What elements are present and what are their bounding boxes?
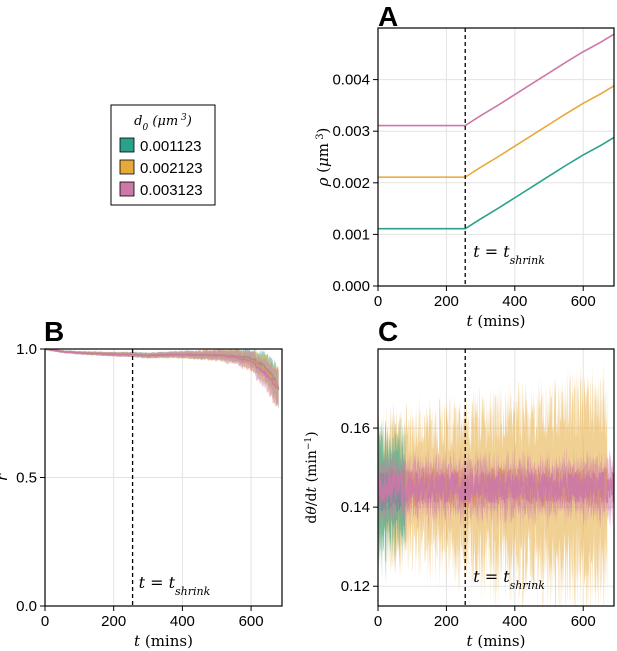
x-axis-label: t (mins) <box>467 312 526 330</box>
plot-frame <box>377 27 615 287</box>
legend-swatch-1 <box>119 137 135 153</box>
x-tick-label-3: 600 <box>571 613 596 630</box>
panel-label-c: C <box>378 316 398 347</box>
y-tick-label-0: 0.000 <box>332 278 370 295</box>
y-tick-label-0: 0.12 <box>341 578 370 595</box>
y-tick-label-4: 0.004 <box>332 72 370 89</box>
panel-label-a: A <box>378 1 398 32</box>
y-axis-label: ρ (μm 3) <box>314 128 332 188</box>
plot-area <box>378 359 614 606</box>
y-tick-label-2: 1.0 <box>16 341 37 358</box>
legend-swatch-3 <box>119 181 135 197</box>
series-line-3 <box>378 33 615 127</box>
x-tick-label-2: 400 <box>502 613 527 630</box>
legend-label-1: 0.001123 <box>140 138 201 155</box>
x-tick-label-1: 200 <box>101 613 126 630</box>
legend-swatch-2 <box>119 159 135 175</box>
x-tick-label-1: 200 <box>434 293 459 310</box>
legend-title: d0 (μm 3) <box>134 113 192 133</box>
x-tick-label-0: 0 <box>374 293 382 310</box>
legend-label-2: 0.002123 <box>140 160 203 177</box>
y-tick-label-2: 0.002 <box>332 175 370 192</box>
y-tick-label-1: 0.14 <box>341 499 370 516</box>
shrink-annotation: t = tshrink <box>473 567 545 592</box>
shrink-annotation: t = tshrink <box>473 242 545 267</box>
panel-b: 0 200 400 600 0.0 0.5 1.0 t (mins) t = tshrink r <box>0 341 283 650</box>
x-tick-label-3: 600 <box>571 293 596 310</box>
series-line-1 <box>378 136 615 230</box>
shrink-annotation: t = tshrink <box>139 573 211 598</box>
series-line-3 <box>378 471 614 504</box>
y-axis-label: r <box>0 473 11 481</box>
y-tick-label-3: 0.003 <box>332 123 370 140</box>
x-tick-label-0: 0 <box>374 613 382 630</box>
series-band-2 <box>45 349 279 406</box>
series-line-2 <box>378 85 615 178</box>
y-tick-label-1: 0.5 <box>16 470 37 487</box>
plot-frame <box>377 348 615 607</box>
legend: d0 (μm 3) 0.001123 0.002123 0.003123 <box>110 104 216 206</box>
legend-label-3: 0.003123 <box>140 182 203 199</box>
series-band-1 <box>45 349 279 408</box>
y-axis-label: dθ/dt (min−1) <box>304 431 320 523</box>
x-tick-label-0: 0 <box>41 613 49 630</box>
panel-label-b: B <box>44 316 64 347</box>
panel-a: 0 200 400 600 0.000 0.001 0.002 0.003 0.004 t (mi… <box>314 27 615 330</box>
legend-entry-2: 0.002123 <box>119 159 203 177</box>
series-line-3 <box>44 348 280 391</box>
x-axis-label: t (mins) <box>134 632 193 650</box>
x-tick-label-1: 200 <box>434 613 459 630</box>
y-tick-label-0: 0.0 <box>16 598 37 615</box>
series-band-3 <box>45 349 279 409</box>
x-tick-label-3: 600 <box>239 613 264 630</box>
y-tick-label-1: 0.001 <box>332 226 370 243</box>
y-tick-label-2: 0.16 <box>341 420 370 437</box>
legend-entry-3: 0.003123 <box>119 181 203 199</box>
legend-entry-1: 0.001123 <box>119 137 201 155</box>
x-tick-label-2: 400 <box>502 293 527 310</box>
panel-c: 0 200 400 600 0.12 0.14 0.16 t (mins) t = tshrin… <box>304 348 615 650</box>
x-tick-label-2: 400 <box>170 613 195 630</box>
x-axis-label: t (mins) <box>467 632 526 650</box>
